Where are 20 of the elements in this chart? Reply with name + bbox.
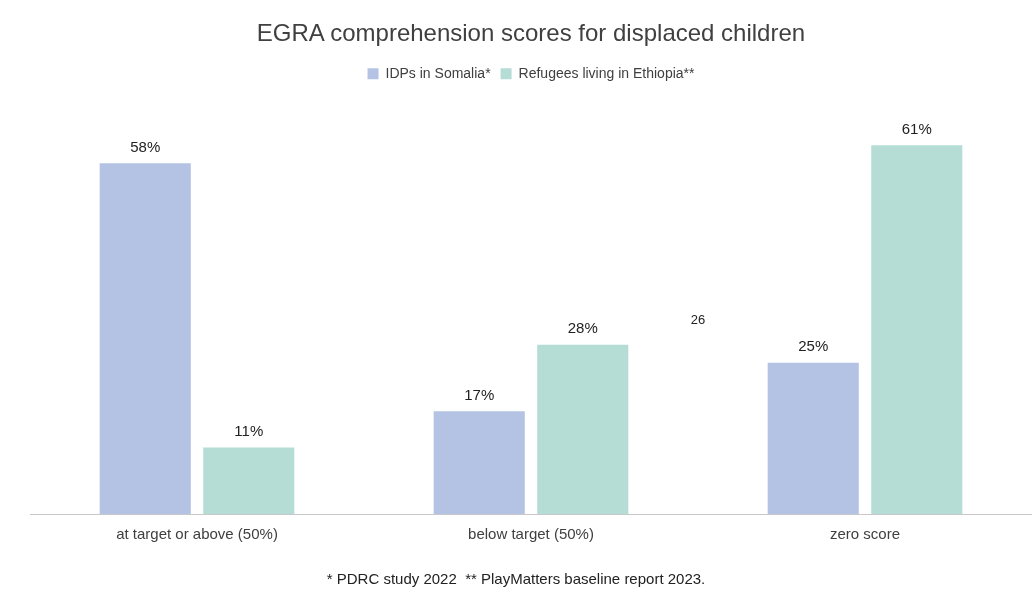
bar [871, 145, 963, 514]
x-tick-label: at target or above (50%) [116, 525, 278, 543]
data-label: 11% [234, 422, 264, 440]
annotation: 26 [690, 311, 706, 327]
chart-title: EGRA comprehension scores for displaced children [256, 19, 806, 47]
bar [99, 163, 191, 514]
x-tick-label: zero score [829, 525, 901, 543]
bar [767, 362, 859, 514]
data-label: 28% [567, 319, 598, 337]
text: * PDRC study 2022 ** PlayMatters baseline report 2023. [326, 570, 706, 588]
x-tick-label: below target (50%) [468, 525, 594, 543]
bar [537, 344, 629, 514]
data-label: 58% [130, 137, 161, 155]
data-label: 61% [901, 119, 932, 137]
data-label: 17% [464, 385, 495, 403]
data-label: 25% [798, 337, 829, 355]
legend-label: Refugees living in Ethiopia** [518, 64, 696, 81]
bar [433, 411, 525, 514]
legend-label: IDPs in Somalia* [385, 64, 492, 81]
bar [203, 447, 295, 514]
